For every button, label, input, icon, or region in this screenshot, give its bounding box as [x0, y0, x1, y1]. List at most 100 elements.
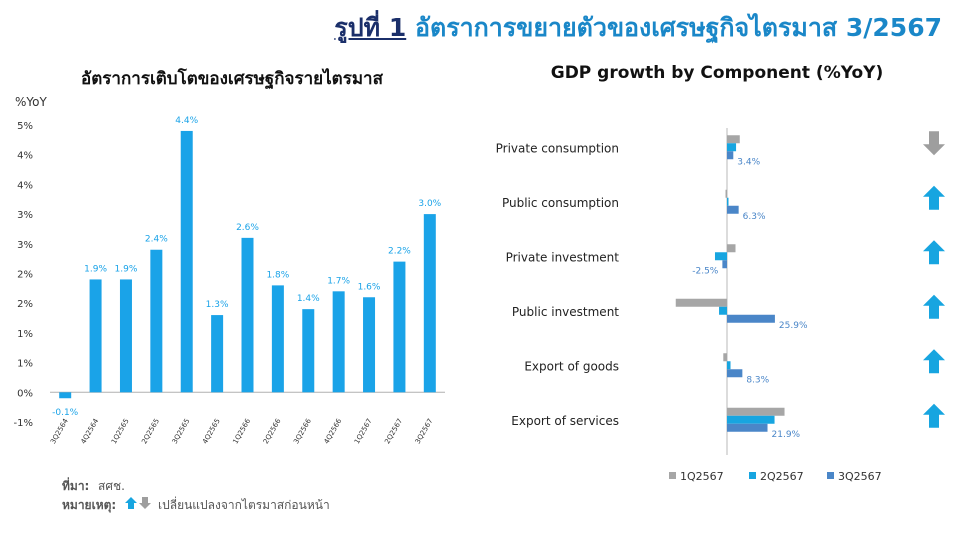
- data-label: 2.2%: [388, 247, 411, 257]
- left-chart-ylabel: %YoY: [15, 95, 47, 109]
- bar-2Q2567: [393, 261, 406, 393]
- bar-1Q2567: [725, 189, 728, 198]
- data-label: -0.1%: [52, 408, 79, 418]
- bar-3Q2567: [722, 260, 727, 269]
- x-tick-label: 1Q2566: [231, 417, 252, 446]
- data-label: 1.4%: [297, 294, 320, 304]
- bar-3Q2567: [423, 214, 436, 393]
- bar-4Q2566: [332, 291, 345, 393]
- component-label: Public consumption: [502, 196, 619, 210]
- data-label: 1.8%: [266, 270, 289, 280]
- quarterly-growth-chart: -1% 0% 1% 1% 2% 2% 3% 3% 4% 4% 5% -0.1%3Q2564 1.9% 4Q…: [14, 116, 445, 445]
- y-tick-label: 4%: [17, 151, 33, 162]
- y-tick-label: -1%: [14, 418, 33, 429]
- data-label: 1.6%: [358, 282, 381, 292]
- x-tick-label: 2Q2566: [262, 417, 283, 446]
- x-tick-label: 3Q2564: [49, 417, 70, 446]
- component-label: Public investment: [512, 305, 619, 319]
- bar-1Q2567: [675, 298, 727, 307]
- y-tick-label: 2%: [17, 270, 33, 281]
- bar-3Q2567: [727, 314, 775, 323]
- data-label: 21.9%: [772, 430, 801, 440]
- y-tick-label: 3%: [17, 210, 33, 221]
- remark-text: เปลี่ยนแปลงจากไตรมาสก่อนหน้า: [158, 496, 330, 512]
- bar-3Q2567: [727, 423, 768, 432]
- x-tick-label: 4Q2564: [79, 417, 100, 446]
- bar-2Q2566: [271, 285, 284, 393]
- bar-2Q2567: [727, 415, 775, 424]
- right-chart-title: GDP growth by Component (%YoY): [551, 63, 884, 83]
- y-tick-label: 0%: [17, 388, 33, 399]
- bar-3Q2567: [727, 205, 739, 214]
- bar-3Q2565: [180, 130, 193, 393]
- x-tick-label: 3Q2567: [414, 417, 435, 445]
- data-label: 3.4%: [737, 157, 760, 167]
- bar-4Q2565: [211, 315, 224, 393]
- data-label: 1.9%: [84, 264, 107, 274]
- bar-2Q2567: [727, 361, 731, 370]
- data-label: -2.5%: [692, 266, 719, 276]
- legend-swatch: [669, 472, 676, 479]
- chart-notes: ที่มา: สศช. หมายเหตุ: เปลี่ยนแปลงจากไตรม…: [62, 477, 330, 513]
- y-tick-label: 5%: [17, 121, 33, 132]
- x-tick-label: 1Q2567: [353, 417, 374, 445]
- data-label: 4.4%: [175, 116, 198, 126]
- remark-arrow-up-icon: [125, 497, 137, 509]
- data-label: 3.0%: [418, 199, 441, 209]
- figure-title: อัตราการขยายตัวของเศรษฐกิจไตรมาส 3/2567: [414, 13, 942, 42]
- arrow-up-icon: [923, 349, 945, 374]
- legend-label: 2Q2567: [760, 470, 804, 483]
- data-label: 1.9%: [115, 264, 138, 274]
- y-tick-label: 1%: [17, 329, 33, 340]
- x-tick-label: 2Q2567: [383, 417, 404, 445]
- change-indicators: [923, 131, 945, 428]
- remark-arrow-down-icon: [139, 497, 151, 509]
- x-tick-label: 1Q2565: [110, 417, 131, 445]
- bar-2Q2565: [150, 249, 163, 393]
- bar-3Q2567: [727, 369, 743, 378]
- x-tick-label: 3Q2566: [292, 417, 313, 446]
- legend-label: 1Q2567: [680, 470, 724, 483]
- bar-3Q2564: [59, 392, 72, 399]
- bar-3Q2567: [727, 151, 734, 160]
- bar-2Q2567: [727, 143, 737, 152]
- bar-2Q2567: [714, 252, 727, 261]
- data-label: 2.4%: [145, 235, 168, 245]
- bar-4Q2564: [89, 279, 102, 393]
- legend-swatch: [827, 472, 834, 479]
- data-label: 25.9%: [779, 321, 808, 331]
- component-label: Export of goods: [524, 359, 619, 373]
- y-tick-label: 4%: [17, 180, 33, 191]
- remark-label: หมายเหตุ:: [62, 498, 116, 513]
- legend-label: 3Q2567: [838, 470, 882, 483]
- data-label: 2.6%: [236, 223, 259, 233]
- arrow-up-icon: [923, 185, 945, 210]
- component-label: Export of services: [511, 414, 619, 428]
- figure-label: รูปที่ 1: [334, 13, 407, 42]
- component-growth-chart: Private consumption 3.4% Public consumptio…: [496, 128, 808, 455]
- y-tick-label: 3%: [17, 240, 33, 251]
- source-text: สศช.: [98, 479, 125, 493]
- arrow-up-icon: [923, 403, 945, 428]
- bar-1Q2567: [727, 407, 785, 416]
- arrow-up-icon: [923, 294, 945, 319]
- bar-1Q2567: [363, 297, 376, 393]
- component-legend: 1Q2567 2Q2567 3Q2567: [669, 470, 882, 483]
- main-title: รูปที่ 1 อัตราการขยายตัวของเศรษฐกิจไตรมา…: [334, 8, 942, 48]
- x-tick-label: 4Q2566: [323, 417, 344, 446]
- bar-1Q2566: [241, 237, 254, 393]
- data-label: 8.3%: [746, 375, 769, 385]
- component-label: Private investment: [506, 250, 620, 264]
- bar-1Q2567: [727, 135, 740, 144]
- bar-1Q2565: [119, 279, 132, 393]
- arrow-up-icon: [923, 240, 945, 265]
- legend-swatch: [749, 472, 756, 479]
- x-tick-label: 4Q2565: [201, 417, 222, 445]
- source-label: ที่มา:: [62, 477, 89, 493]
- data-label: 1.3%: [206, 300, 229, 310]
- y-tick-label: 2%: [17, 299, 33, 310]
- bar-3Q2566: [302, 309, 315, 393]
- bar-1Q2567: [723, 353, 727, 362]
- left-chart-title: อัตราการเติบโตของเศรษฐกิจรายไตรมาส: [81, 68, 384, 90]
- x-tick-label: 3Q2565: [171, 417, 192, 445]
